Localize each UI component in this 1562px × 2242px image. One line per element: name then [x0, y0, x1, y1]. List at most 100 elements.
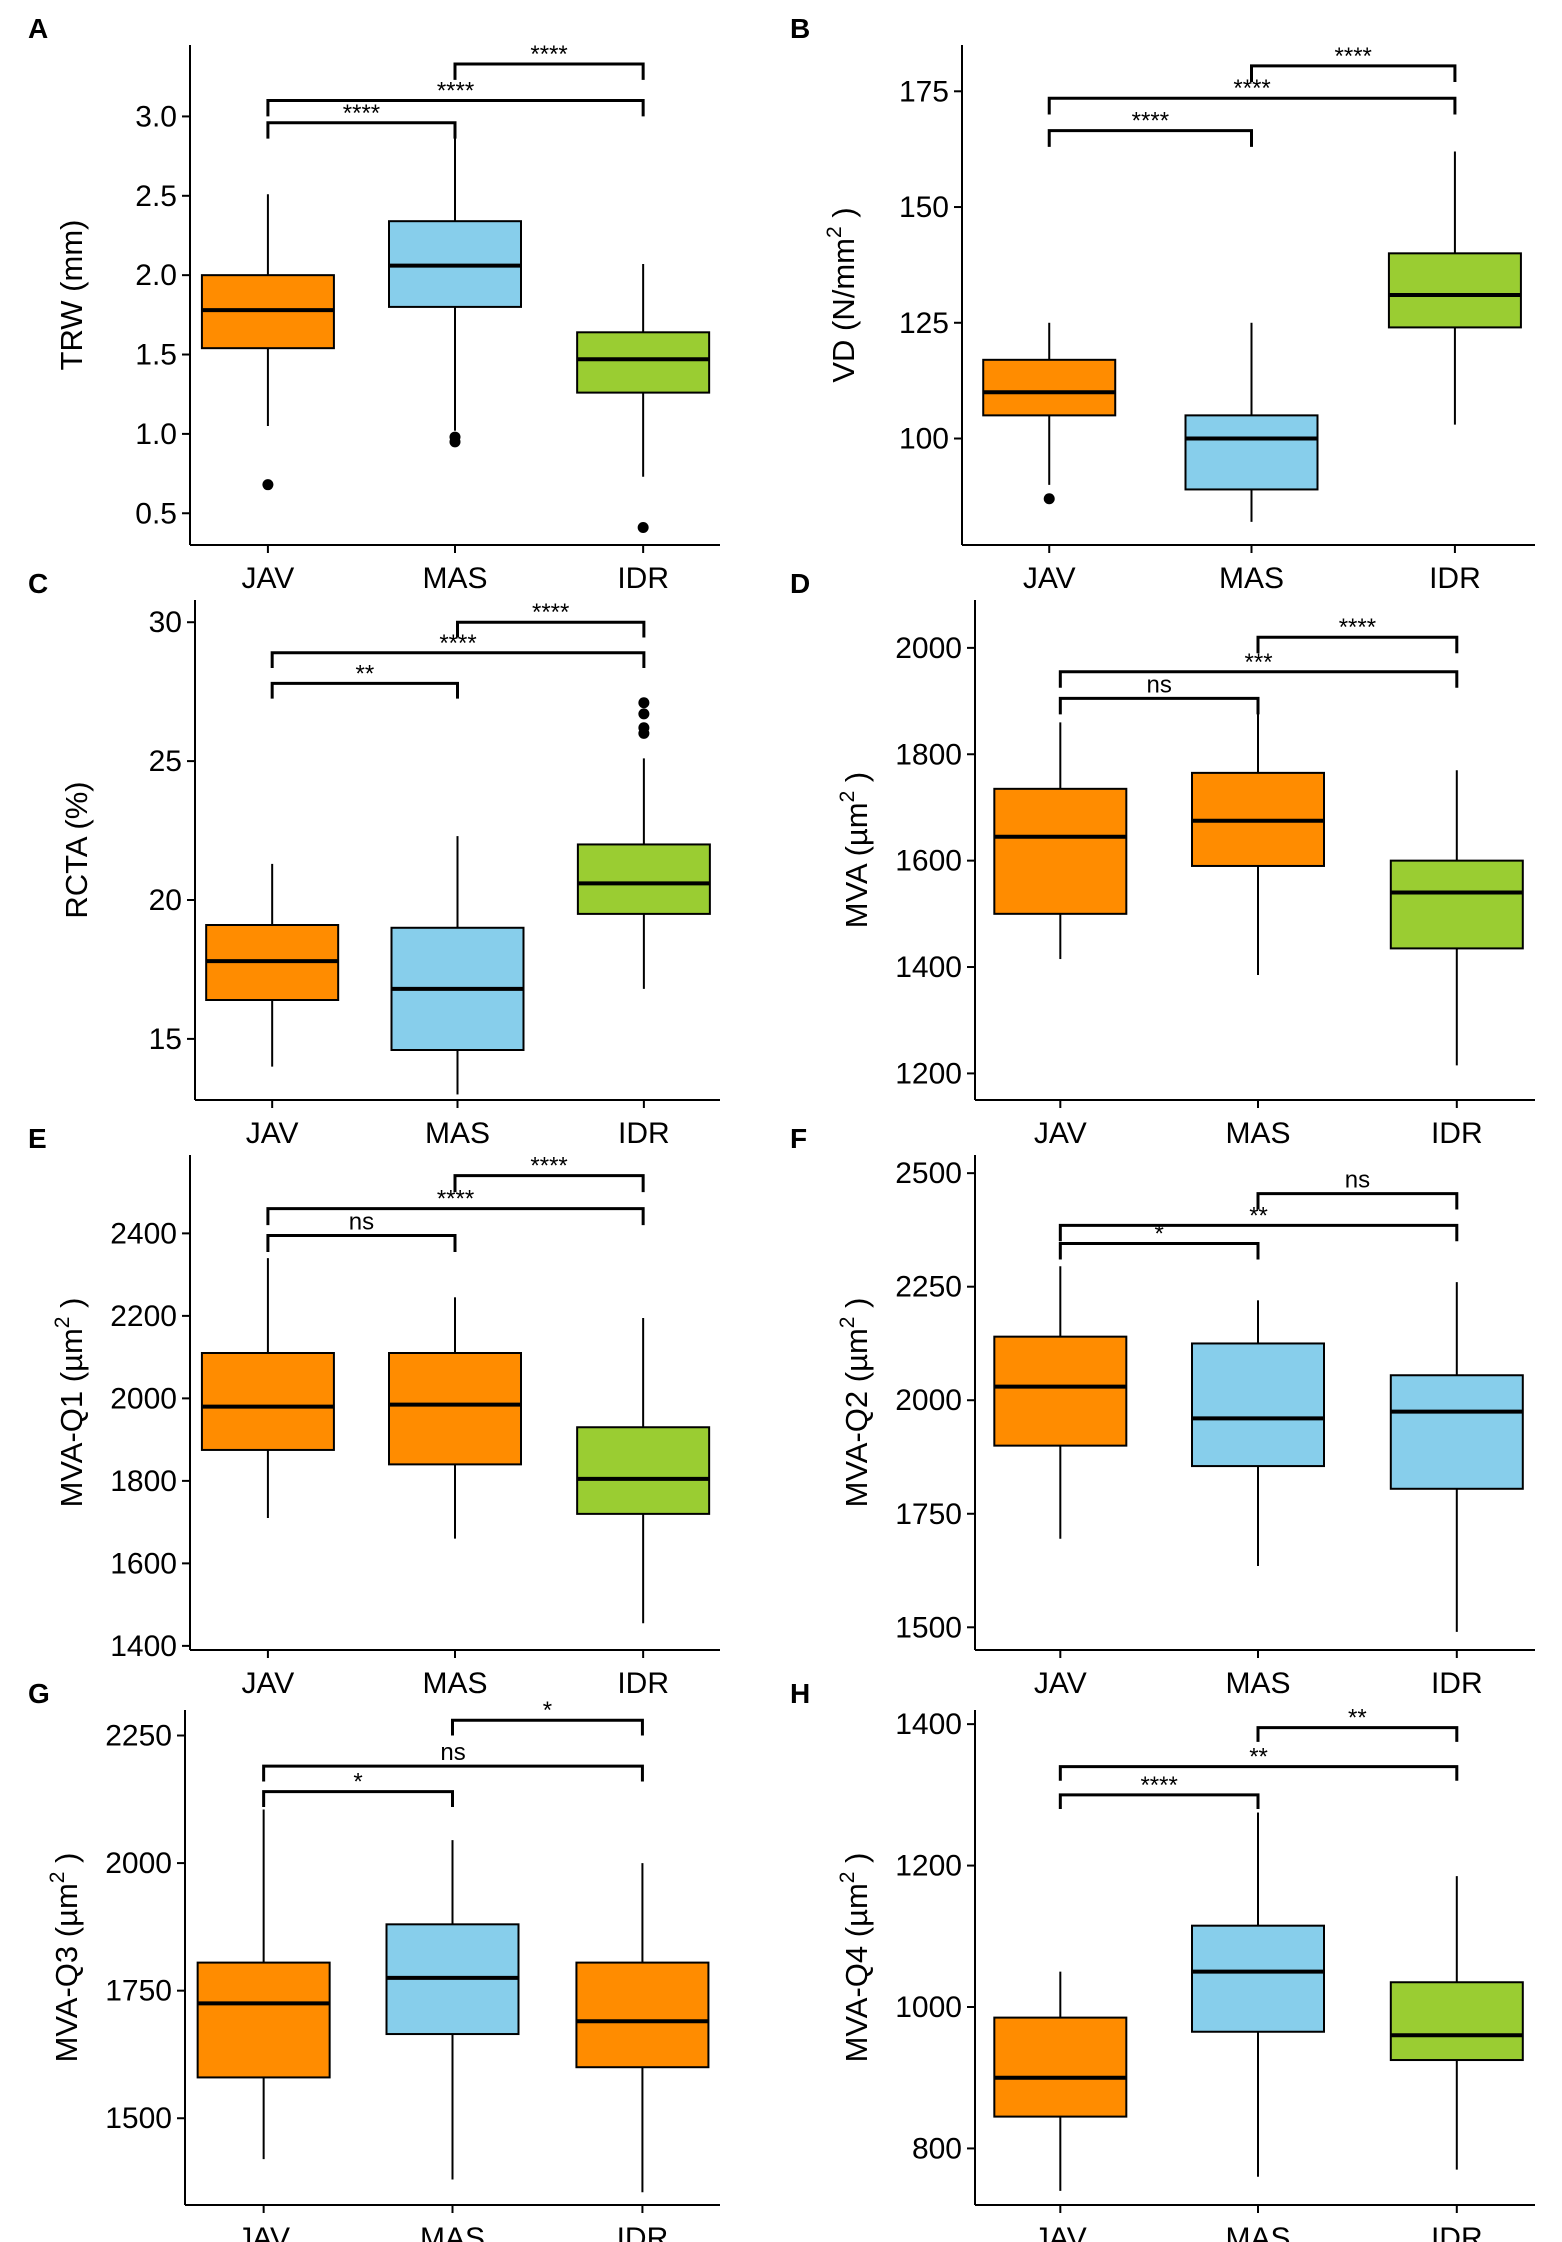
y-tick-label: 2400	[110, 1217, 177, 1250]
x-tick-label-mas: MAS	[1225, 2222, 1290, 2242]
comparison-jav-mas: *	[1058, 1221, 1260, 1260]
outlier-point	[449, 431, 461, 443]
y-tick-label: 1600	[110, 1547, 177, 1580]
y-tick-label: 1200	[895, 1057, 962, 1090]
y-tick-label: 1500	[105, 2102, 172, 2135]
comparison-jav-mas: ****	[1047, 108, 1253, 147]
comparison-jav-idr: ns	[262, 1739, 644, 1782]
y-tick-label: 1000	[895, 1991, 962, 2024]
x-tick-label-idr: IDR	[1431, 2222, 1483, 2242]
significance-bracket	[1047, 96, 1457, 115]
y-tick-label: 2250	[895, 1271, 962, 1304]
significance-bracket	[1256, 1192, 1459, 1210]
significance-bracket	[1256, 1726, 1459, 1742]
x-tick-label-idr: IDR	[617, 1667, 669, 1700]
box-iqr	[1389, 859, 1524, 950]
y-tick-label: 20	[149, 884, 182, 917]
y-tick-label: 1800	[110, 1465, 177, 1498]
box-jav	[205, 863, 340, 1067]
x-tick-label-idr: IDR	[1429, 562, 1481, 595]
significance-bracket	[262, 1790, 454, 1807]
panel-a: A 0.5 1.0 1.5 2.0 2.5 3.0 JAV MAS IDR TRW (mm) ****…	[28, 13, 720, 595]
comparison-jav-mas: ****	[1058, 1772, 1260, 1809]
comparison-mas-idr: **	[1256, 1705, 1459, 1742]
box-iqr	[1389, 1374, 1524, 1490]
significance-label: **	[1249, 1202, 1268, 1229]
panel-label: G	[28, 1678, 50, 1709]
x-tick-label-jav: JAV	[237, 2222, 290, 2242]
significance-label: ns	[1345, 1167, 1370, 1194]
significance-label: *	[1154, 1221, 1163, 1248]
y-tick-label: 2.5	[135, 180, 177, 213]
significance-label: ****	[532, 599, 569, 626]
box-iqr	[196, 1961, 331, 2079]
box-iqr	[993, 787, 1128, 915]
significance-label: ****	[343, 100, 380, 127]
x-tick-label-idr: IDR	[1431, 1667, 1483, 1700]
y-tick-label: 1.5	[135, 339, 177, 372]
x-tick-label-idr: IDR	[1431, 1117, 1483, 1150]
box-idr	[576, 697, 711, 989]
y-tick-label: 1400	[895, 951, 962, 984]
outlier-point	[1043, 493, 1055, 505]
panel-d: D 1200 1400 1600 1800 2000 JAV MAS IDR MVA (µm2 )…	[790, 568, 1535, 1150]
box-idr	[1387, 151, 1522, 425]
significance-bracket	[266, 1207, 645, 1226]
significance-bracket	[1047, 129, 1253, 147]
comparison-jav-idr: **	[1058, 1744, 1459, 1781]
box-iqr	[1184, 414, 1319, 491]
x-tick-label-idr: IDR	[618, 1117, 670, 1150]
y-axis-title: RCTA (%)	[59, 781, 94, 918]
box-iqr	[1191, 1924, 1325, 2033]
y-tick-label: 1800	[895, 738, 962, 771]
outlier-point	[638, 722, 650, 734]
x-tick-label-jav: JAV	[1034, 1667, 1087, 1700]
x-tick-label-mas: MAS	[422, 562, 487, 595]
significance-label: *	[543, 1697, 552, 1724]
box-iqr	[982, 358, 1117, 417]
y-axis-title: MVA-Q3 (µm2 )	[46, 1853, 84, 2063]
box-jav	[982, 322, 1117, 505]
box-iqr	[993, 1335, 1128, 1447]
y-tick-label: 1200	[895, 1850, 962, 1883]
comparison-jav-idr: ***	[1058, 649, 1459, 688]
box-idr	[575, 1863, 710, 2193]
box-iqr	[388, 1352, 522, 1466]
y-tick-label: 0.5	[135, 497, 177, 530]
box-mas	[1191, 1812, 1325, 2177]
y-tick-label: 25	[149, 745, 182, 778]
panel-label: H	[790, 1678, 810, 1709]
comparison-mas-idr: ****	[453, 1153, 645, 1193]
y-tick-label: 3.0	[135, 100, 177, 133]
y-tick-label: 1750	[105, 1975, 172, 2008]
box-iqr	[576, 331, 711, 394]
y-tick-label: 800	[912, 2132, 962, 2165]
comparison-mas-idr: ****	[1250, 43, 1457, 83]
significance-bracket	[1256, 635, 1459, 654]
x-tick-label-idr: IDR	[617, 562, 669, 595]
comparison-mas-idr: ****	[453, 41, 645, 80]
box-jav	[993, 1266, 1128, 1539]
significance-label: ***	[1245, 649, 1273, 676]
comparison-jav-idr: **	[1058, 1202, 1459, 1242]
y-axis-title: TRW (mm)	[54, 220, 89, 371]
comparison-mas-idr: *	[451, 1697, 644, 1736]
comparison-jav-mas: *	[262, 1769, 454, 1807]
y-axis-title: VD (N/mm2 )	[823, 207, 861, 382]
y-tick-label: 1.0	[135, 418, 177, 451]
x-tick-label-mas: MAS	[1225, 1117, 1290, 1150]
y-axis-title: MVA (µm2 )	[836, 772, 874, 928]
box-idr	[1389, 1876, 1524, 2170]
panel-label: C	[28, 568, 48, 599]
box-iqr	[200, 1352, 335, 1451]
y-tick-label: 2500	[895, 1157, 962, 1190]
y-tick-label: 2200	[110, 1300, 177, 1333]
y-tick-label: 1400	[110, 1630, 177, 1663]
significance-bracket	[453, 62, 645, 80]
y-tick-label: 1400	[895, 1708, 962, 1741]
y-tick-label: 2.0	[135, 259, 177, 292]
box-mas	[385, 1840, 520, 2180]
x-tick-label-mas: MAS	[425, 1117, 490, 1150]
